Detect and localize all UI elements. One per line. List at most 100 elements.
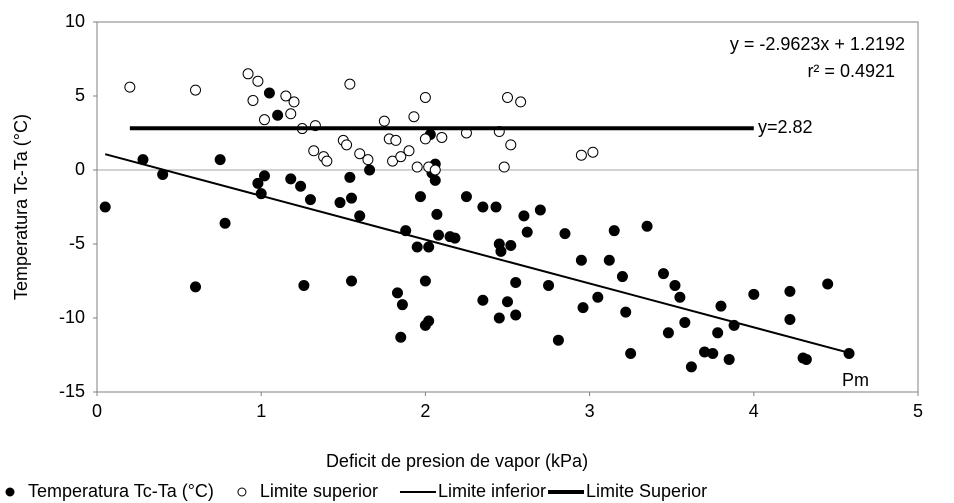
point [575, 149, 587, 161]
point [346, 275, 358, 287]
point [577, 302, 589, 314]
point [190, 281, 202, 293]
y-tick-label: 5 [75, 85, 85, 105]
point [784, 285, 796, 297]
point [431, 208, 443, 220]
x-tick-label: 4 [749, 401, 759, 421]
annotation: r² = 0.4921 [807, 61, 895, 81]
point [685, 361, 697, 373]
point [252, 177, 264, 189]
point [408, 111, 420, 123]
point [429, 174, 441, 186]
point [354, 148, 366, 160]
point [298, 279, 310, 291]
point [190, 84, 202, 96]
point [518, 210, 530, 222]
plot-frame [96, 21, 919, 393]
point [252, 75, 264, 87]
point [395, 151, 407, 163]
point [99, 201, 111, 213]
point [800, 353, 812, 365]
point [477, 294, 489, 306]
point [674, 291, 686, 303]
x-tick-label: 5 [913, 401, 923, 421]
annotation: y=2.82 [758, 117, 813, 137]
y-tick-label: -15 [59, 381, 85, 401]
point [321, 155, 333, 167]
point [242, 68, 254, 80]
point [285, 173, 297, 185]
point [395, 331, 407, 343]
legend-label: Limite Superior [586, 481, 707, 501]
point [620, 306, 632, 318]
point [723, 353, 735, 365]
y-tick-label: -10 [59, 307, 85, 327]
point [543, 279, 555, 291]
point [396, 299, 408, 311]
point [285, 108, 297, 120]
point [295, 180, 307, 192]
point [498, 161, 510, 173]
legend-swatch [237, 487, 247, 497]
x-tick-label: 3 [585, 401, 595, 421]
x-tick-label: 0 [92, 401, 102, 421]
point [214, 154, 226, 166]
point [712, 327, 724, 339]
point [419, 91, 431, 103]
point [784, 313, 796, 325]
point [288, 96, 300, 108]
point [423, 241, 435, 253]
point [559, 228, 571, 240]
point [679, 316, 691, 328]
legend-swatch [5, 487, 15, 497]
point [354, 210, 366, 222]
point [495, 245, 507, 257]
point [534, 204, 546, 216]
point [603, 254, 615, 266]
point [662, 327, 674, 339]
point [364, 164, 376, 176]
point [433, 229, 445, 241]
point [272, 109, 284, 121]
point [552, 334, 564, 346]
point [308, 145, 320, 157]
x-tick-label: 2 [420, 401, 430, 421]
point [657, 268, 669, 280]
point [344, 78, 356, 90]
x-axis-title: Deficit de presion de vapor (kPa) [326, 451, 588, 471]
annotation: y = -2.9623x + 1.2192 [730, 34, 905, 54]
point [822, 278, 834, 290]
point [616, 271, 628, 283]
point [219, 217, 231, 229]
point [641, 220, 653, 232]
point [625, 348, 637, 360]
point [436, 131, 448, 143]
point [341, 139, 353, 151]
point [592, 291, 604, 303]
legend-label: Limite inferior [438, 481, 546, 501]
point [510, 309, 522, 321]
y-axis-title: Temperatura Tc-Ta (°C) [11, 114, 31, 300]
point [391, 287, 403, 299]
trend-line [104, 153, 850, 354]
point [414, 191, 426, 203]
point [419, 133, 431, 145]
point [502, 91, 513, 103]
point [429, 164, 441, 176]
point [575, 254, 587, 266]
point [362, 154, 374, 166]
point [521, 226, 533, 238]
point [515, 96, 527, 108]
point [390, 134, 402, 146]
point [460, 191, 472, 203]
point [707, 348, 719, 360]
point [748, 288, 760, 300]
y-tick-label: -5 [69, 233, 85, 253]
point [378, 115, 390, 127]
point [669, 279, 681, 291]
point [258, 170, 270, 182]
point [505, 239, 517, 251]
point [477, 201, 489, 213]
point [411, 241, 423, 253]
y-tick-label: 0 [75, 159, 85, 179]
